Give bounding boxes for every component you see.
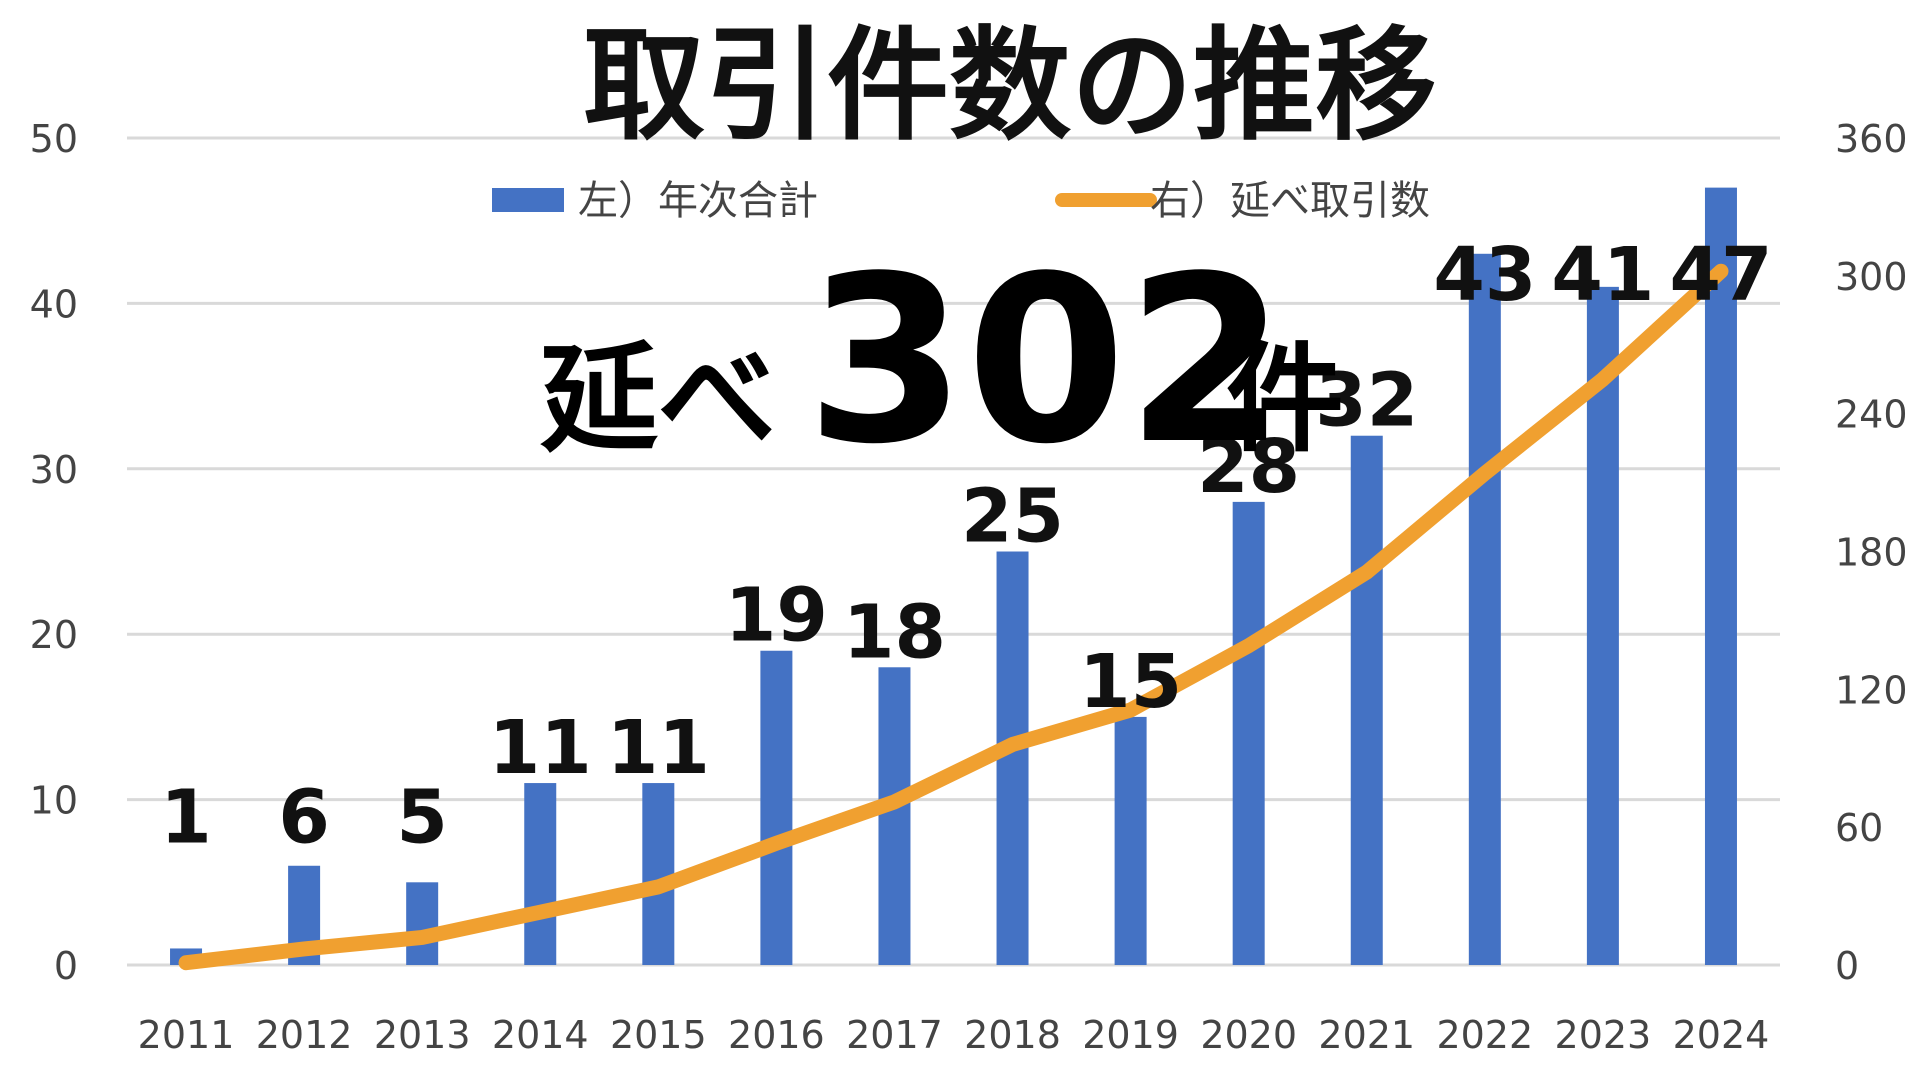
bar — [524, 783, 557, 965]
y-axis-right: 0 60 120 180 240 300 360 — [1835, 117, 1908, 988]
x-tick-label: 2017 — [846, 1013, 943, 1057]
bar-data-label: 5 — [396, 775, 448, 861]
x-tick-label: 2018 — [964, 1013, 1061, 1057]
bar-data-label: 18 — [843, 589, 946, 675]
cumulative-line — [178, 263, 1729, 971]
bar — [1704, 187, 1737, 965]
bar — [760, 650, 793, 965]
bar — [1350, 435, 1383, 966]
bar-data-label: 25 — [961, 474, 1064, 560]
x-tick-label: 2021 — [1318, 1013, 1415, 1057]
x-tick-label: 2012 — [256, 1013, 353, 1057]
x-tick-label: 2022 — [1436, 1013, 1533, 1057]
y-right-tick-label: 300 — [1835, 255, 1908, 299]
total-annotation: 延べ 302 件 — [540, 228, 1344, 495]
legend-line-label: 右）延べ取引数 — [1150, 178, 1430, 224]
y-right-tick-label: 60 — [1835, 806, 1883, 850]
x-tick-label: 2014 — [492, 1013, 589, 1057]
bar-data-label: 43 — [1433, 232, 1536, 318]
bar-data-label: 15 — [1079, 639, 1182, 725]
legend: 左）年次合計 右）延べ取引数 — [492, 178, 1430, 224]
y-right-tick-label: 0 — [1835, 944, 1859, 988]
bar-data-label: 6 — [278, 775, 330, 861]
total-annotation-number: 302 — [806, 228, 1286, 495]
chart-title: 取引件数の推移 — [583, 15, 1437, 157]
bar-data-label: 41 — [1551, 232, 1654, 318]
bar-data-label: 11 — [489, 705, 592, 791]
x-tick-label: 2019 — [1082, 1013, 1179, 1057]
y-axis-left: 0 10 20 30 40 50 — [30, 117, 78, 988]
y-left-tick-label: 0 — [54, 944, 78, 988]
y-right-tick-label: 240 — [1835, 393, 1908, 437]
bar — [1586, 286, 1619, 965]
bar-data-label: 47 — [1669, 232, 1772, 318]
y-left-tick-label: 10 — [30, 779, 78, 823]
bar-series — [170, 187, 1737, 966]
bar — [406, 882, 439, 965]
x-tick-label: 2020 — [1200, 1013, 1297, 1057]
x-tick-label: 2016 — [728, 1013, 825, 1057]
line-series — [178, 263, 1729, 971]
x-tick-label: 2024 — [1673, 1013, 1770, 1057]
bar-data-label: 11 — [607, 705, 710, 791]
y-left-tick-label: 50 — [30, 117, 78, 161]
y-right-tick-label: 120 — [1835, 668, 1908, 712]
total-annotation-suffix: 件 — [1226, 330, 1344, 468]
bar-data-label: 1 — [160, 775, 212, 861]
bar-data-label: 28 — [1197, 424, 1300, 510]
y-right-tick-label: 360 — [1835, 117, 1908, 161]
x-tick-label: 2023 — [1555, 1013, 1652, 1057]
x-axis: 2011 2012 2013 2014 2015 2016 2017 2018 2019 2020… — [138, 1013, 1770, 1057]
bar — [1114, 716, 1147, 965]
legend-bar-label: 左）年次合計 — [578, 178, 818, 224]
x-tick-label: 2013 — [374, 1013, 471, 1057]
total-annotation-prefix: 延べ — [540, 330, 776, 468]
x-tick-label: 2011 — [138, 1013, 235, 1057]
y-left-tick-label: 30 — [30, 448, 78, 492]
gridlines — [127, 136, 1780, 967]
y-left-tick-label: 40 — [30, 282, 78, 326]
x-tick-label: 2015 — [610, 1013, 707, 1057]
bar-data-label: 19 — [725, 573, 828, 659]
bar-data-label: 32 — [1315, 358, 1418, 444]
bar — [642, 783, 675, 965]
bar — [1468, 253, 1501, 965]
bar — [996, 551, 1029, 965]
bar — [878, 667, 911, 965]
y-right-tick-label: 180 — [1835, 531, 1908, 575]
y-left-tick-label: 20 — [30, 613, 78, 657]
bar — [1232, 501, 1265, 965]
legend-bar-swatch — [492, 188, 564, 212]
